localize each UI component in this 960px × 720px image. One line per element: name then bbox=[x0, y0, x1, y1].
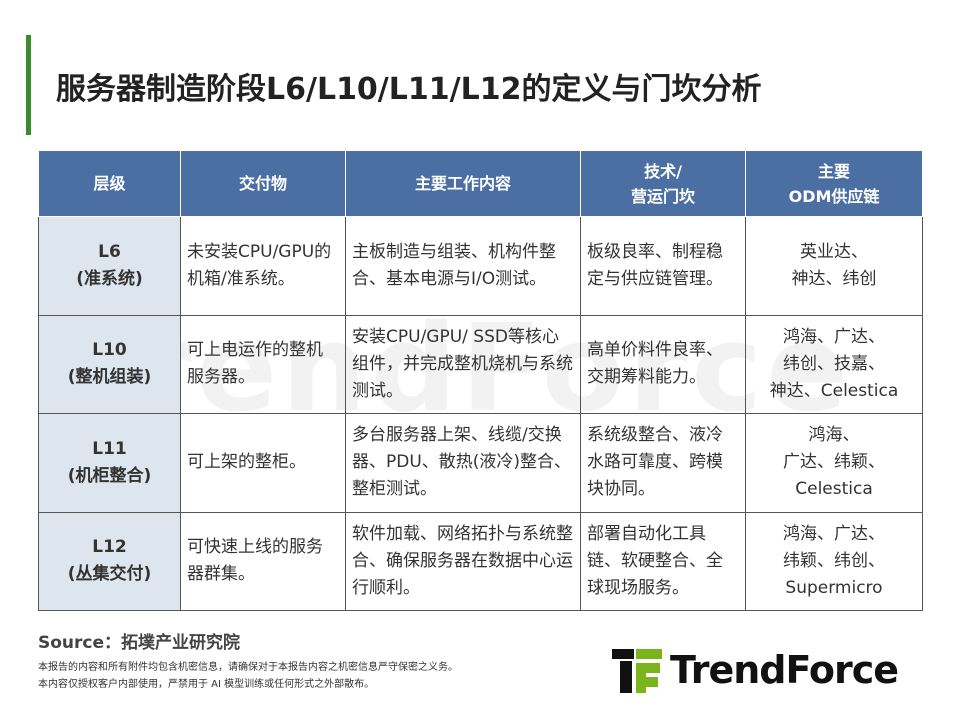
threshold-cell: 系统级整合、液冷水路可靠度、跨模块协同。 bbox=[580, 413, 746, 513]
threshold-cell: 高单价料件良率、交期筹料能力。 bbox=[580, 314, 746, 414]
header-row: 层级 交付物 主要工作内容 技术/ 营运门坎 主要 ODM供应链 bbox=[38, 150, 923, 217]
level-cell: L6 (准系统) bbox=[38, 216, 181, 316]
odm-cell: 鸿海、广达、 纬创、技嘉、 神达、Celestica bbox=[745, 314, 923, 414]
threshold-cell: 板级良率、制程稳定与供应链管理。 bbox=[580, 216, 746, 316]
header-cell: 层级 bbox=[38, 150, 181, 217]
trendforce-logo: TrendForce bbox=[612, 647, 899, 693]
table-row: L6 (准系统) 未安装CPU/GPU的机箱/准系统。 主板制造与组装、机构件整合、… bbox=[38, 216, 923, 316]
usage-note: 本内容仅授权客户内部使用，严禁用于 AI 模型训练或任何形式之外部散布。 bbox=[38, 679, 375, 690]
odm-cell: 英业达、 神达、纬创 bbox=[745, 216, 923, 316]
threshold-cell: 部署自动化工具链、软硬整合、全球现场服务。 bbox=[580, 511, 746, 611]
header-cell: 交付物 bbox=[180, 150, 346, 217]
header-cell: 主要 ODM供应链 bbox=[745, 150, 923, 217]
table-row: L11 (机柜整合) 可上架的整柜。 多台服务器上架、线缆/交换器、PDU、散热(液… bbox=[38, 413, 923, 513]
work-cell: 主板制造与组装、机构件整合、基本电源与I/O测试。 bbox=[345, 216, 581, 316]
page-title: 服务器制造阶段L6/L10/L11/L12的定义与门坎分析 bbox=[56, 72, 762, 107]
table-row: L10 (整机组装) 可上电运作的整机服务器。 安装CPU/GPU/ SSD等核心组… bbox=[38, 314, 923, 414]
work-cell: 安装CPU/GPU/ SSD等核心组件，并完成整机烧机与系统测试。 bbox=[345, 314, 581, 414]
odm-cell: 鸿海、 广达、纬颖、 Celestica bbox=[745, 413, 923, 513]
confidential-note: 本报告的内容和所有附件均包含机密信息，请确保对于本报告内容之机密信息严守保密之义… bbox=[38, 662, 458, 673]
level-cell: L11 (机柜整合) bbox=[38, 413, 181, 513]
source-text: Source：拓墣产业研究院 bbox=[38, 633, 241, 653]
level-cell: L12 (丛集交付) bbox=[38, 511, 181, 611]
work-cell: 多台服务器上架、线缆/交换器、PDU、散热(液冷)整合、整柜测试。 bbox=[345, 413, 581, 513]
header-cell: 技术/ 营运门坎 bbox=[580, 150, 746, 217]
header-cell: 主要工作内容 bbox=[345, 150, 581, 217]
deliverable-cell: 可上电运作的整机服务器。 bbox=[180, 314, 346, 414]
level-cell: L10 (整机组装) bbox=[38, 314, 181, 414]
deliverable-cell: 可上架的整柜。 bbox=[180, 413, 346, 513]
work-cell: 软件加载、网络拓扑与系统整合、确保服务器在数据中心运行顺利。 bbox=[345, 511, 581, 611]
odm-cell: 鸿海、广达、 纬颖、纬创、 Supermicro bbox=[745, 511, 923, 611]
stage-table: 层级 交付物 主要工作内容 技术/ 营运门坎 主要 ODM供应链 L6 (准系统… bbox=[38, 150, 923, 611]
logo-text: TrendForce bbox=[670, 648, 899, 692]
deliverable-cell: 可快速上线的服务器群集。 bbox=[180, 511, 346, 611]
trendforce-logo-icon bbox=[612, 649, 662, 693]
table-row: L12 (丛集交付) 可快速上线的服务器群集。 软件加载、网络拓扑与系统整合、确保服… bbox=[38, 511, 923, 611]
deliverable-cell: 未安装CPU/GPU的机箱/准系统。 bbox=[180, 216, 346, 316]
accent-bar bbox=[26, 35, 31, 135]
